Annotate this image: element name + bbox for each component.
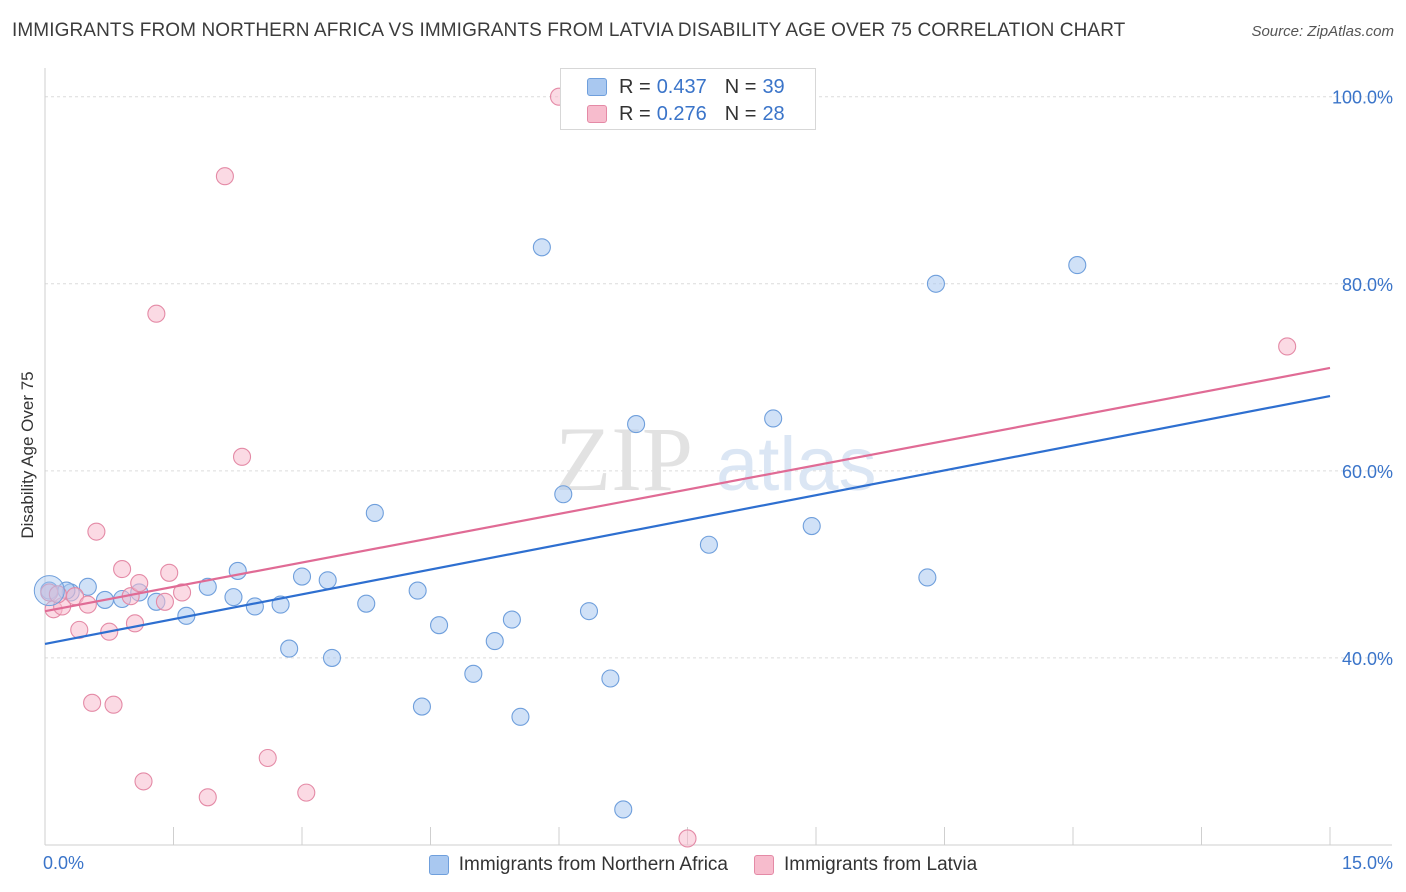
point-latvia [155, 592, 174, 611]
point-latvia [232, 447, 252, 466]
point-latvia [134, 772, 153, 791]
grid-layer [45, 96, 1392, 659]
y-tick-label: 60.0% [1342, 462, 1393, 482]
r-value: 0.276 [656, 102, 707, 125]
point-latvia [83, 693, 102, 712]
point-northern-africa [78, 577, 97, 596]
point-northern-africa [614, 800, 633, 819]
n-value: 39 [762, 75, 785, 98]
point-latvia [215, 167, 234, 186]
point-latvia [147, 304, 166, 323]
point-northern-africa [322, 648, 342, 667]
points-layer [33, 87, 1297, 848]
point-northern-africa [224, 588, 243, 607]
trendline-latvia [44, 366, 1331, 613]
stats-legend: R = 0.437 N = 39 R = 0.276 N = 28 [560, 68, 816, 130]
legend-label: Immigrants from Latvia [784, 854, 978, 875]
point-northern-africa [579, 602, 599, 621]
axis-layer: 40.0% 60.0% 80.0% 100.0% 0.0% 15.0% [43, 68, 1393, 873]
point-northern-africa [511, 707, 530, 726]
r-label: R = [619, 75, 651, 98]
point-northern-africa [357, 594, 376, 613]
point-northern-africa [464, 664, 483, 683]
trend-layer [44, 366, 1331, 645]
point-northern-africa [280, 639, 299, 658]
point-latvia [1278, 337, 1297, 356]
watermark-zip: ZIP [555, 408, 693, 510]
point-northern-africa [918, 568, 937, 587]
point-northern-africa [485, 632, 504, 651]
r-value: 0.437 [656, 75, 707, 98]
n-label: N = [724, 75, 757, 98]
point-latvia [678, 829, 697, 848]
legend-swatch-latvia [587, 105, 607, 123]
point-latvia [198, 788, 217, 807]
point-northern-africa [627, 415, 646, 434]
trendline-northern-africa [44, 394, 1331, 645]
point-northern-africa [554, 485, 573, 504]
legend-item-latvia[interactable]: Immigrants from Latvia [754, 854, 977, 876]
source-credit: Source: ZipAtlas.com [1251, 23, 1394, 40]
point-northern-africa [764, 409, 783, 428]
point-northern-africa [502, 610, 521, 629]
point-northern-africa [412, 697, 431, 716]
point-northern-africa [699, 535, 718, 554]
point-northern-africa [532, 238, 551, 257]
legend-item-northern-africa[interactable]: Immigrants from Northern Africa [428, 854, 728, 876]
r-label: R = [619, 102, 651, 125]
point-latvia [125, 614, 144, 633]
x-tick-label: 0.0% [43, 853, 84, 873]
watermark-atlas: atlas [716, 422, 877, 507]
point-northern-africa [245, 597, 264, 616]
point-northern-africa [365, 503, 384, 522]
point-northern-africa [292, 567, 312, 586]
y-tick-label: 40.0% [1342, 649, 1393, 669]
point-latvia [258, 748, 277, 768]
y-tick-label: 80.0% [1342, 275, 1393, 295]
point-northern-africa [408, 581, 427, 600]
point-latvia [160, 563, 179, 582]
legend-swatch-latvia [754, 855, 774, 875]
legend-swatch-northern-africa [587, 78, 607, 96]
n-label: N = [724, 102, 757, 125]
point-northern-africa [926, 274, 945, 293]
point-northern-africa [802, 516, 821, 536]
point-latvia [173, 583, 192, 602]
series-legend: Immigrants from Northern Africa Immigran… [0, 852, 1406, 878]
point-latvia [130, 574, 149, 593]
point-northern-africa [1068, 256, 1087, 275]
x-tick-label: 15.0% [1342, 853, 1393, 873]
legend-swatch-northern-africa [428, 855, 449, 875]
point-latvia [87, 522, 106, 541]
watermark: ZIP atlas [555, 408, 877, 510]
y-axis-label: Disability Age Over 75 [18, 371, 37, 538]
point-latvia [113, 560, 132, 579]
point-northern-africa [33, 575, 65, 607]
n-value: 28 [762, 102, 785, 125]
point-northern-africa [601, 669, 620, 688]
point-northern-africa [430, 616, 449, 635]
legend-label: Immigrants from Northern Africa [458, 854, 728, 875]
y-tick-label: 100.0% [1332, 88, 1393, 108]
stats-row-northern-africa: R = 0.437 N = 39 [587, 75, 785, 99]
chart-title: IMMIGRANTS FROM NORTHERN AFRICA VS IMMIG… [12, 20, 1126, 41]
stats-row-latvia: R = 0.276 N = 28 [587, 102, 785, 126]
point-northern-africa [318, 571, 337, 590]
point-latvia [297, 783, 316, 802]
point-northern-africa [198, 577, 217, 596]
point-latvia [104, 695, 123, 714]
